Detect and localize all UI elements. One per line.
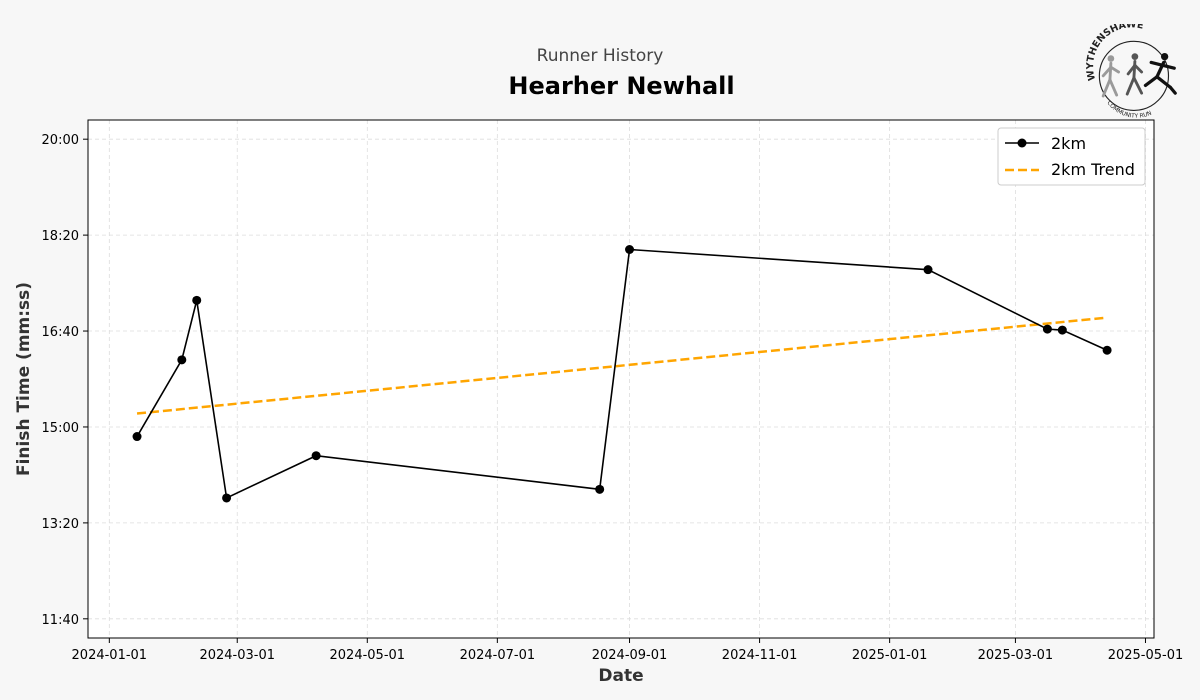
x-tick-label: 2024-01-01 bbox=[72, 648, 148, 663]
legend-label-trend: 2km Trend bbox=[1051, 160, 1135, 179]
axis-ticks: 2024-01-01 2024-03-01 2024-05-01 2024-07-01… bbox=[42, 133, 1184, 663]
runner-dark-icon bbox=[1125, 53, 1144, 96]
data-point bbox=[222, 493, 232, 503]
runner-black-icon bbox=[1143, 52, 1177, 95]
chart-subtitle: Runner History bbox=[536, 46, 664, 66]
x-tick-label: 2024-07-01 bbox=[460, 648, 536, 663]
x-tick-label: 2025-03-01 bbox=[978, 648, 1054, 663]
x-tick-label: 2024-09-01 bbox=[592, 648, 668, 663]
x-tick-label: 2024-05-01 bbox=[330, 648, 406, 663]
x-tick-label: 2024-03-01 bbox=[199, 648, 275, 663]
wythenshawe-logo: WYTHENSHAWE COMMUNITY RUN bbox=[1085, 24, 1177, 120]
legend-marker-2km bbox=[1017, 138, 1027, 148]
series-layer bbox=[132, 245, 1112, 503]
x-tick-label: 2024-11-01 bbox=[722, 648, 798, 663]
y-tick-label: 13:20 bbox=[42, 517, 79, 532]
y-tick-label: 16:40 bbox=[42, 325, 79, 340]
data-point bbox=[192, 295, 202, 305]
chart-title: Hearher Newhall bbox=[508, 72, 735, 100]
runner-grey-icon bbox=[1101, 55, 1120, 98]
data-point bbox=[1042, 324, 1052, 334]
y-tick-label: 20:00 bbox=[42, 133, 79, 148]
data-point bbox=[1102, 345, 1112, 355]
data-point bbox=[923, 265, 933, 275]
plot-area bbox=[88, 120, 1154, 638]
legend-label-2km: 2km bbox=[1051, 134, 1086, 153]
x-tick-label: 2025-01-01 bbox=[852, 648, 928, 663]
y-tick-label: 18:20 bbox=[42, 229, 79, 244]
x-axis-label: Date bbox=[598, 666, 643, 686]
data-point bbox=[595, 484, 605, 494]
trend-line bbox=[136, 316, 1108, 415]
data-point bbox=[1057, 325, 1067, 335]
data-point bbox=[625, 245, 635, 254]
grid-lines bbox=[88, 120, 1154, 638]
plot-frame bbox=[87, 119, 1155, 639]
y-tick-label: 15:00 bbox=[42, 421, 79, 436]
data-point bbox=[132, 432, 142, 442]
y-axis-label: Finish Time (mm:ss) bbox=[14, 282, 34, 476]
legend: 2km 2km Trend bbox=[997, 127, 1146, 186]
x-tick-label: 2025-05-01 bbox=[1108, 648, 1184, 663]
data-point bbox=[177, 355, 187, 365]
data-point bbox=[311, 451, 321, 461]
y-tick-label: 11:40 bbox=[42, 613, 79, 628]
